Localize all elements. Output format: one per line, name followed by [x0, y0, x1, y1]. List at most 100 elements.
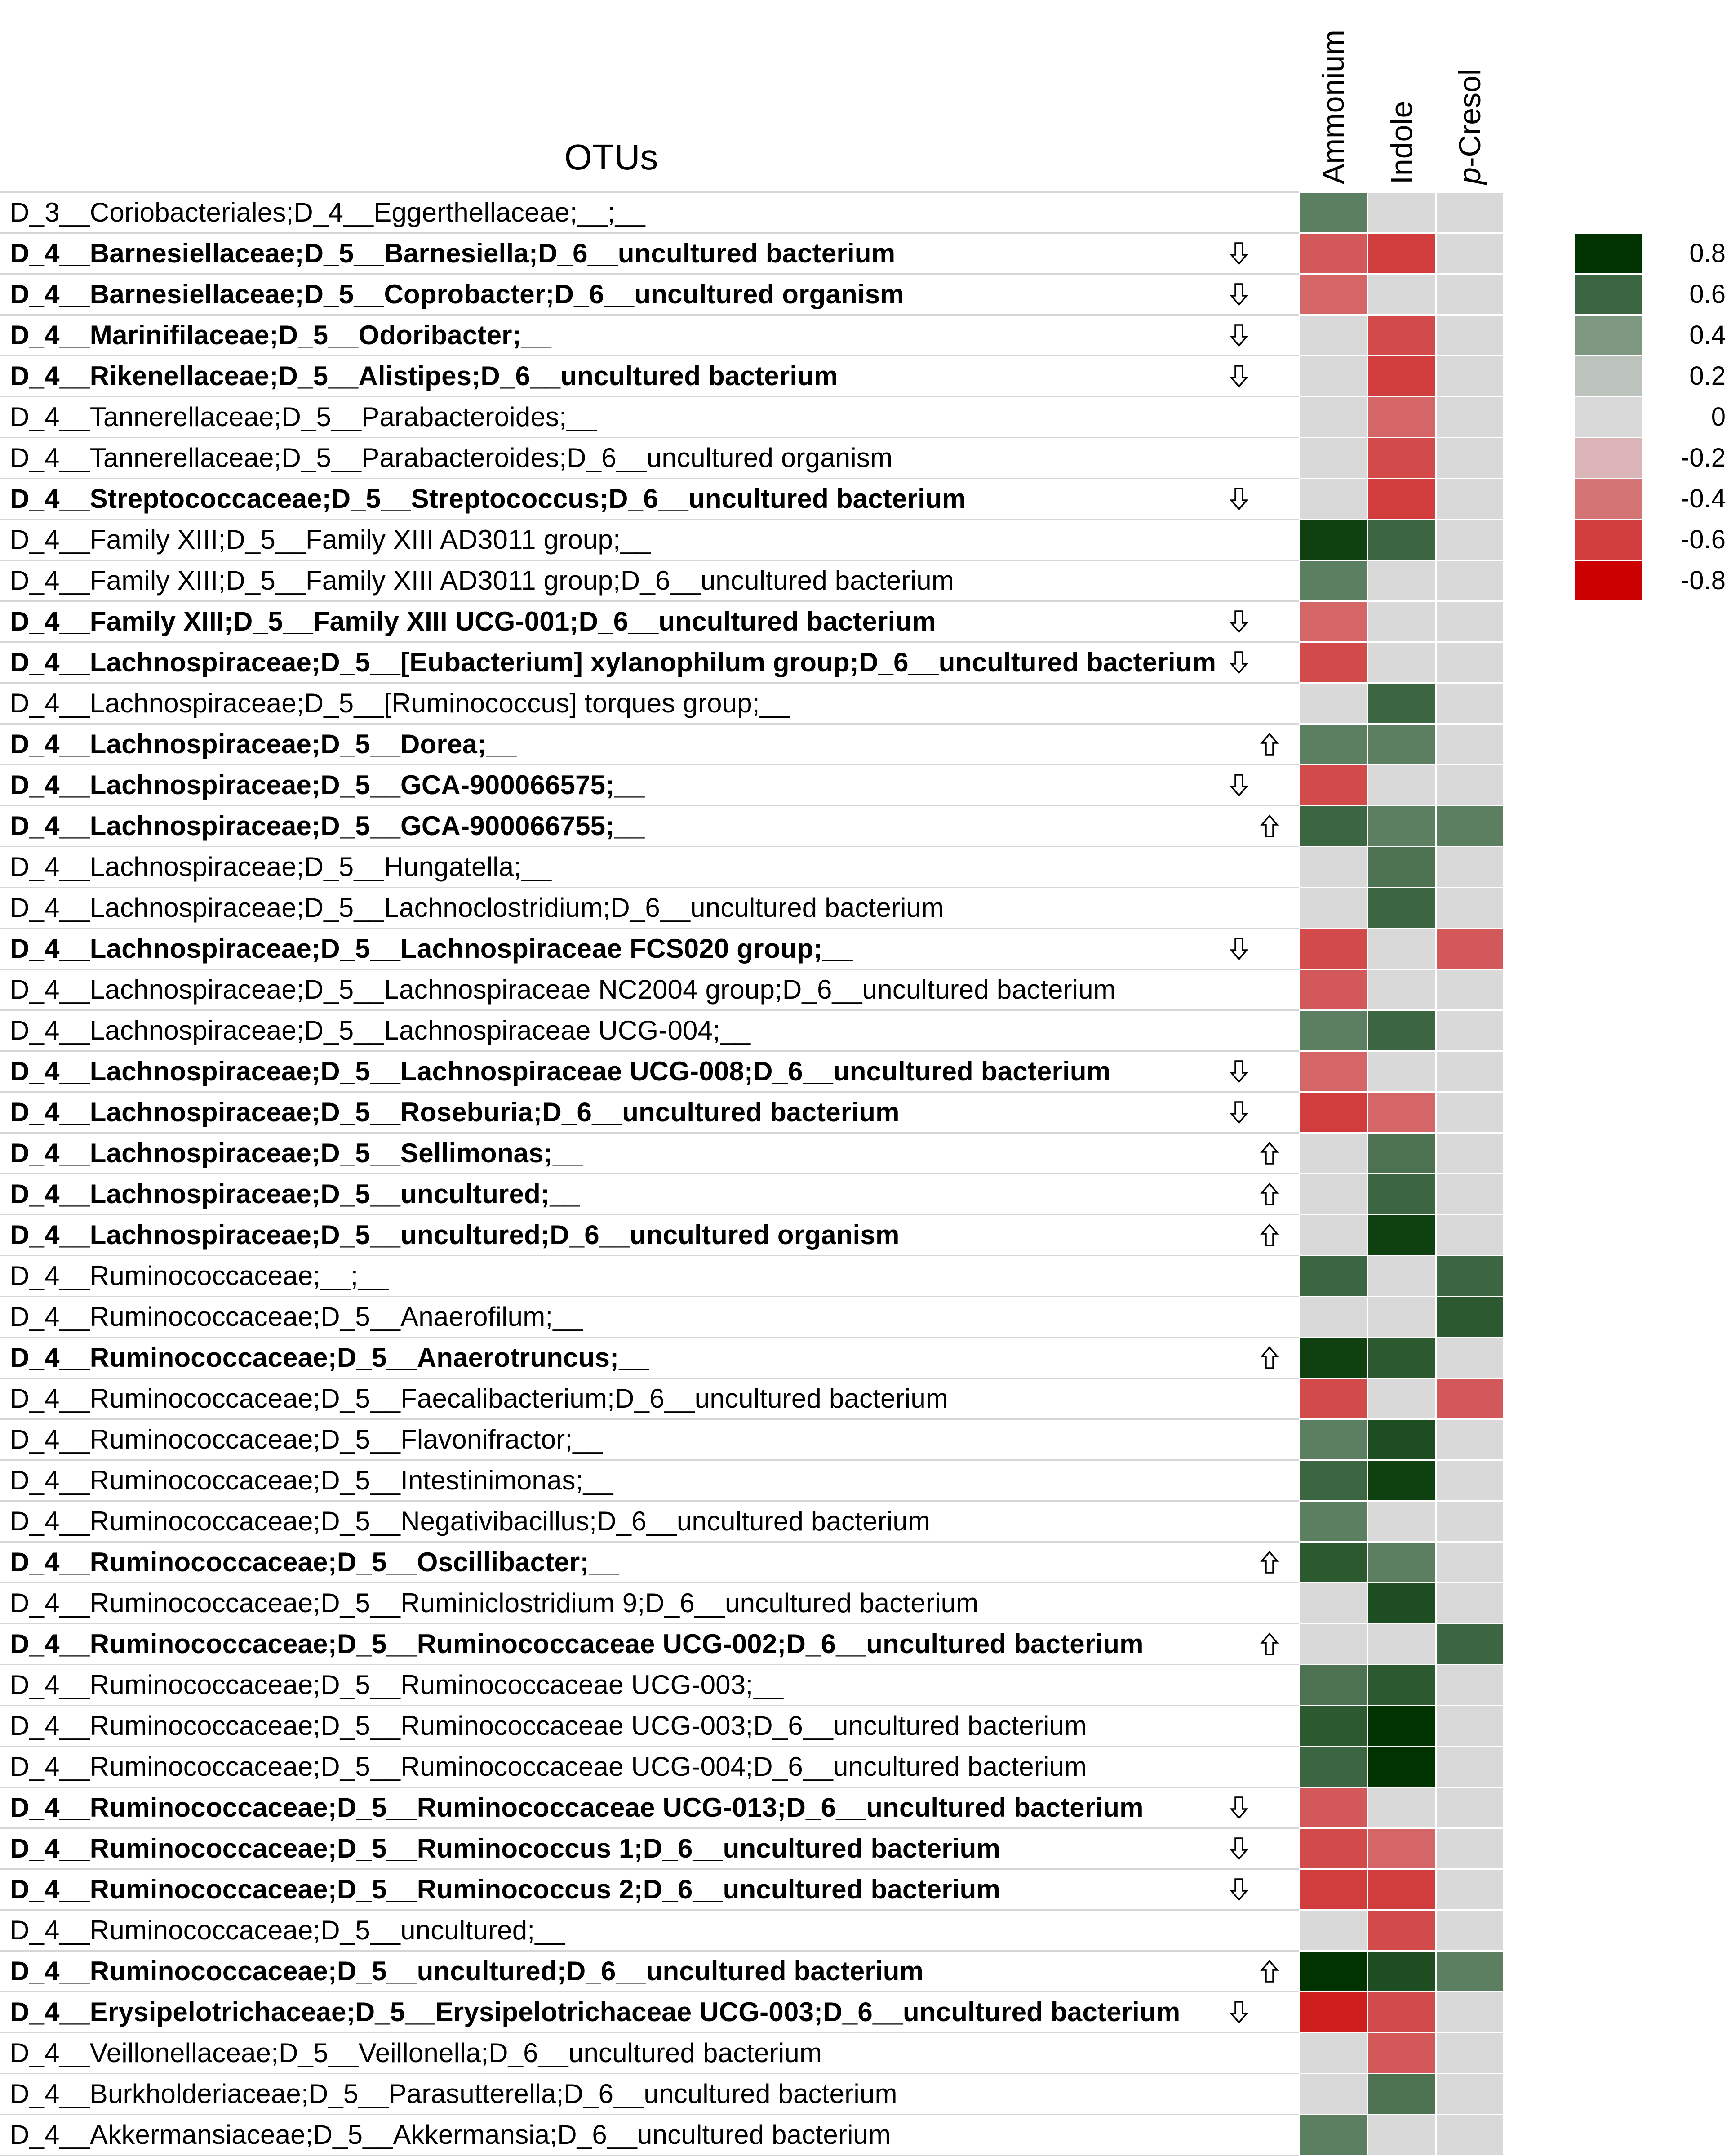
heatmap-cell: [1368, 1502, 1435, 1541]
heatmap-cell: [1437, 1992, 1503, 2032]
heatmap-cell: [1300, 1911, 1367, 1950]
row-separator: [0, 1173, 1299, 1174]
legend-label: -0.2: [1681, 443, 1726, 472]
heatmap-cell: [1368, 684, 1435, 723]
arrow-down-icon: [1219, 1051, 1259, 1092]
row-separator: [0, 1664, 1299, 1665]
heatmap-cell: [1437, 1788, 1503, 1827]
arrow-up-icon: [1249, 1174, 1290, 1215]
heatmap-cell: [1368, 397, 1435, 437]
otu-label: D_4__Ruminococcaceae;D_5__Ruminococcacea…: [10, 1629, 1144, 1659]
heatmap-cell: [1368, 1093, 1435, 1132]
row-separator: [0, 846, 1299, 847]
heatmap-cell: [1368, 1706, 1435, 1746]
heatmap-cell: [1368, 1338, 1435, 1378]
heatmap-cell: [1300, 1297, 1367, 1337]
heatmap-cell: [1368, 1215, 1435, 1255]
heatmap-cell: [1300, 1747, 1367, 1787]
row-separator: [0, 2073, 1299, 2074]
heatmap-cell: [1437, 2033, 1503, 2073]
heatmap-cell: [1300, 1706, 1367, 1746]
row-separator: [0, 764, 1299, 765]
otu-label: D_4__Lachnospiraceae;D_5__Lachnospiracea…: [10, 974, 1116, 1005]
arrow-down-icon: [1219, 1992, 1259, 2033]
legend-label: -0.4: [1681, 484, 1726, 513]
otu-label: D_4__Ruminococcaceae;D_5__uncultured;__: [10, 1915, 565, 1945]
row-separator: [0, 1623, 1299, 1624]
heatmap-cell: [1300, 643, 1367, 682]
heatmap-cell: [1300, 847, 1367, 887]
otu-label: D_4__Lachnospiraceae;D_5__uncultured;__: [10, 1179, 580, 1209]
otu-label: D_4__Ruminococcaceae;D_5__Intestinimonas…: [10, 1465, 613, 1495]
row-separator: [0, 1950, 1299, 1952]
otu-label: D_4__Marinifilaceae;D_5__Odoribacter;__: [10, 320, 552, 350]
row-separator: [0, 355, 1299, 356]
row-separator: [0, 600, 1299, 602]
heatmap-cell: [1300, 1870, 1367, 1909]
heatmap-cell: [1300, 438, 1367, 478]
row-separator: [0, 1255, 1299, 1256]
heatmap-cell: [1300, 1338, 1367, 1378]
otu-label: D_4__Ruminococcaceae;D_5__Ruminiclostrid…: [10, 1588, 979, 1618]
heatmap-cell: [1437, 2074, 1503, 2114]
otu-label: D_4__Veillonellaceae;D_5__Veillonella;D_…: [10, 2038, 822, 2068]
heatmap-cell: [1368, 847, 1435, 887]
otu-label: D_4__Lachnospiraceae;D_5__Hungatella;__: [10, 852, 552, 882]
heatmap-cell: [1437, 1583, 1503, 1623]
heatmap-cell: [1300, 479, 1367, 519]
otu-label: D_4__Family XIII;D_5__Family XIII AD3011…: [10, 565, 955, 596]
otu-label: D_4__Erysipelotrichaceae;D_5__Erysipelot…: [10, 1997, 1181, 2027]
row-separator: [0, 641, 1299, 643]
row-separator: [0, 1091, 1299, 1093]
heatmap-cell: [1437, 643, 1503, 682]
heatmap-cell: [1300, 1052, 1367, 1091]
otu-label: D_4__Family XIII;D_5__Family XIII UCG-00…: [10, 606, 936, 636]
otu-label: D_4__Tannerellaceae;D_5__Parabacteroides…: [10, 443, 893, 473]
legend-swatch: [1575, 397, 1642, 437]
heatmap-cell: [1368, 193, 1435, 232]
otu-label: D_4__Tannerellaceae;D_5__Parabacteroides…: [10, 402, 597, 432]
heatmap-cell: [1368, 1379, 1435, 1418]
row-separator: [0, 1582, 1299, 1583]
arrow-up-icon: [1249, 1624, 1290, 1665]
heatmap-cell: [1368, 1911, 1435, 1950]
row-separator: [0, 560, 1299, 561]
heatmap-cell: [1300, 929, 1367, 969]
row-separator: [0, 969, 1299, 970]
otu-label: D_4__Rikenellaceae;D_5__Alistipes;D_6__u…: [10, 361, 838, 391]
row-separator: [0, 1418, 1299, 1420]
heatmap-cell: [1437, 1256, 1503, 1296]
heatmap-cell: [1437, 1665, 1503, 1705]
heatmap-cell: [1437, 725, 1503, 764]
row-separator: [0, 1827, 1299, 1829]
heatmap-cell: [1300, 888, 1367, 928]
column-header: p-Cresol: [1452, 69, 1488, 184]
heatmap-cell: [1368, 1543, 1435, 1582]
heatmap-cell: [1368, 2074, 1435, 2114]
otu-label: D_4__Ruminococcaceae;D_5__Negativibacill…: [10, 1506, 931, 1536]
legend-swatch: [1575, 479, 1642, 519]
heatmap-cell: [1368, 1420, 1435, 1459]
legend-label: -0.6: [1681, 525, 1726, 554]
row-separator: [0, 682, 1299, 684]
heatmap-cell: [1368, 1052, 1435, 1091]
otu-label: D_4__Lachnospiraceae;D_5__GCA-900066755;…: [10, 811, 645, 841]
row-separator: [0, 1705, 1299, 1706]
row-separator: [0, 1214, 1299, 1215]
heatmap-cell: [1437, 1338, 1503, 1378]
heatmap-cell: [1437, 193, 1503, 232]
heatmap-cell: [1368, 561, 1435, 600]
heatmap-cell: [1437, 1543, 1503, 1582]
heatmap-cell: [1300, 1461, 1367, 1500]
legend-label: 0: [1711, 402, 1726, 431]
heatmap-cell: [1437, 1870, 1503, 1909]
column-header-text: -Cresol: [1453, 69, 1487, 168]
heatmap-cell: [1300, 725, 1367, 764]
heatmap-cell: [1437, 275, 1503, 314]
heatmap-cell: [1437, 847, 1503, 887]
arrow-down-icon: [1219, 1787, 1259, 1828]
arrow-down-icon: [1219, 479, 1259, 520]
otu-label: D_4__Ruminococcaceae;D_5__uncultured;D_6…: [10, 1956, 924, 1986]
otu-label: D_4__Ruminococcaceae;D_5__Oscillibacter;…: [10, 1547, 619, 1577]
arrow-down-icon: [1219, 642, 1259, 683]
